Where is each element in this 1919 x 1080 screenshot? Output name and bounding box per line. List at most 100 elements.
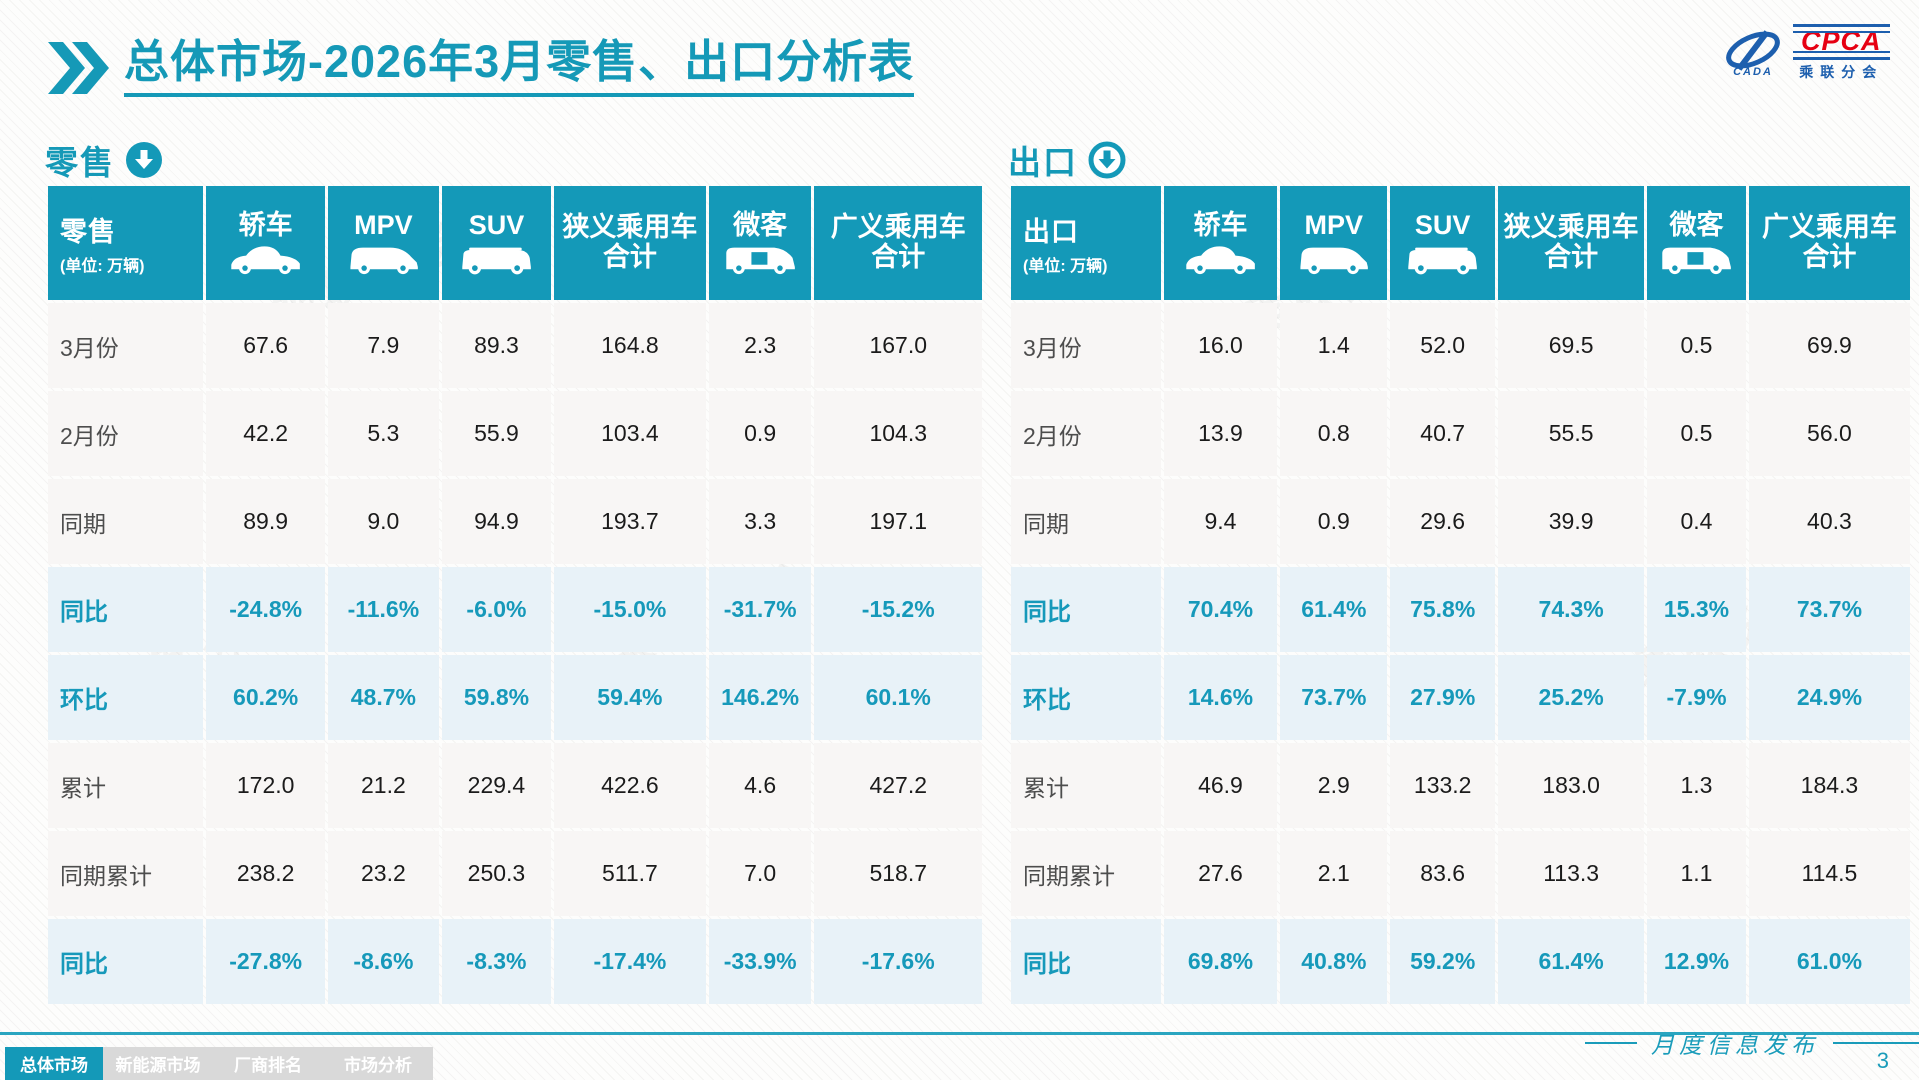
logo-chinese-name: 乘联分会 xyxy=(1799,63,1884,80)
data-cell: -33.9% xyxy=(708,919,812,1004)
column-header-label: 广义乘用车 合计 xyxy=(1761,212,1897,272)
data-cell: 104.3 xyxy=(814,391,982,476)
data-cell: 197.1 xyxy=(814,479,982,564)
row-label: 2月份 xyxy=(48,391,204,476)
footer-tab-inactive[interactable]: 厂商排名 xyxy=(213,1047,323,1080)
export-table: 出口 (单位: 万辆) 轿车 MPV SUV 狭义乘用车 合计 微客 广义乘用车 合计 3月份 1… xyxy=(1008,183,1913,1007)
data-cell: 250.3 xyxy=(441,831,552,916)
retail-table: 零售 (单位: 万辆) 轿车 MPV SUV 狭义乘用车 合计 微客 广义乘用车 合计 3月份 6… xyxy=(45,183,985,1007)
data-cell: 2.3 xyxy=(708,303,812,388)
data-cell: -6.0% xyxy=(441,567,552,652)
logo-text-block: CPCA 乘联分会 xyxy=(1793,24,1890,82)
table-row: 同比 -27.8% -8.6% -8.3% -17.4% -33.9% -17.6% xyxy=(48,919,982,1004)
table-row: 同期累计 27.6 2.1 83.6 113.3 1.1 114.5 xyxy=(1011,831,1910,916)
data-cell: 164.8 xyxy=(554,303,706,388)
row-label: 同比 xyxy=(48,567,204,652)
data-cell: 3.3 xyxy=(708,479,812,564)
double-chevron-icon xyxy=(48,42,109,94)
sedan-car-icon xyxy=(1184,243,1257,275)
data-cell: 27.9% xyxy=(1390,655,1496,740)
column-header: 广义乘用车 合计 xyxy=(1748,186,1910,300)
footer-tab-inactive[interactable]: 市场分析 xyxy=(323,1047,433,1080)
data-cell: 59.2% xyxy=(1390,919,1496,1004)
row-label: 同比 xyxy=(1011,567,1161,652)
data-cell: 0.8 xyxy=(1280,391,1388,476)
row-label: 环比 xyxy=(1011,655,1161,740)
data-cell: 167.0 xyxy=(814,303,982,388)
row-label: 同期累计 xyxy=(1011,831,1161,916)
footer-tab-inactive[interactable]: 新能源市场 xyxy=(103,1047,213,1080)
suv-car-icon xyxy=(460,243,533,275)
table-row: 3月份 16.0 1.4 52.0 69.5 0.5 69.9 xyxy=(1011,303,1910,388)
data-cell: 55.5 xyxy=(1498,391,1645,476)
data-cell: 94.9 xyxy=(441,479,552,564)
footer-tab-active[interactable]: 总体市场 xyxy=(5,1047,103,1080)
data-cell: 42.2 xyxy=(206,391,325,476)
data-cell: 103.4 xyxy=(554,391,706,476)
data-cell: 0.9 xyxy=(708,391,812,476)
row-label: 同比 xyxy=(48,919,204,1004)
data-cell: 1.1 xyxy=(1647,831,1746,916)
page-header: 总体市场-2026年3月零售、出口分析表 xyxy=(48,36,915,97)
column-header-label: MPV xyxy=(1304,209,1364,240)
row-label: 累计 xyxy=(48,743,204,828)
down-arrow-circle-filled-icon xyxy=(125,141,163,179)
data-cell: 27.6 xyxy=(1163,831,1278,916)
mpv-car-icon xyxy=(1297,243,1370,275)
column-header: SUV xyxy=(1390,186,1496,300)
data-cell: 75.8% xyxy=(1390,567,1496,652)
table-corner-header: 零售 (单位: 万辆) xyxy=(48,186,204,300)
table-row: 3月份 67.6 7.9 89.3 164.8 2.3 167.0 xyxy=(48,303,982,388)
publication-line-right xyxy=(1833,1042,1919,1044)
row-label: 同期 xyxy=(48,479,204,564)
column-header-label: SUV xyxy=(468,209,525,240)
data-cell: 61.0% xyxy=(1748,919,1910,1004)
data-cell: 1.4 xyxy=(1280,303,1388,388)
data-cell: 89.9 xyxy=(206,479,325,564)
retail-section-header: 零售 xyxy=(45,136,163,184)
data-cell: 7.0 xyxy=(708,831,812,916)
row-label: 2月份 xyxy=(1011,391,1161,476)
data-cell: -7.9% xyxy=(1647,655,1746,740)
down-arrow-circle-outline-icon xyxy=(1088,141,1126,179)
data-cell: 25.2% xyxy=(1498,655,1645,740)
data-cell: 14.6% xyxy=(1163,655,1278,740)
data-cell: 73.7% xyxy=(1748,567,1910,652)
suv-car-icon xyxy=(1406,243,1479,275)
data-cell: 13.9 xyxy=(1163,391,1278,476)
data-cell: 238.2 xyxy=(206,831,325,916)
data-cell: 0.5 xyxy=(1647,303,1746,388)
data-cell: -31.7% xyxy=(708,567,812,652)
column-header-label: SUV xyxy=(1414,209,1471,240)
corner-unit: (单位: 万辆) xyxy=(1023,258,1108,275)
data-cell: 183.0 xyxy=(1498,743,1645,828)
data-cell: 2.1 xyxy=(1280,831,1388,916)
data-cell: 40.7 xyxy=(1390,391,1496,476)
sedan-car-icon xyxy=(229,243,302,275)
data-cell: -15.2% xyxy=(814,567,982,652)
data-cell: 7.9 xyxy=(327,303,439,388)
data-cell: 69.8% xyxy=(1163,919,1278,1004)
publication-label: 月度信息发布 xyxy=(1651,1033,1819,1059)
column-header-label: 轿车 xyxy=(238,209,293,240)
data-cell: -27.8% xyxy=(206,919,325,1004)
data-cell: 46.9 xyxy=(1163,743,1278,828)
data-cell: 29.6 xyxy=(1390,479,1496,564)
data-cell: 61.4% xyxy=(1280,567,1388,652)
logo-cpca-text: CPCA xyxy=(1793,24,1890,60)
export-section-header: 出口 xyxy=(1008,136,1126,184)
table-row: 2月份 13.9 0.8 40.7 55.5 0.5 56.0 xyxy=(1011,391,1910,476)
data-cell: 70.4% xyxy=(1163,567,1278,652)
data-cell: 69.5 xyxy=(1498,303,1645,388)
data-cell: 24.9% xyxy=(1748,655,1910,740)
cpca-logo: CADA CPCA 乘联分会 xyxy=(1721,24,1890,82)
table-row: 同期 9.4 0.9 29.6 39.9 0.4 40.3 xyxy=(1011,479,1910,564)
data-cell: 40.3 xyxy=(1748,479,1910,564)
data-cell: 40.8% xyxy=(1280,919,1388,1004)
table-row: 同比 -24.8% -11.6% -6.0% -15.0% -31.7% -15.2% xyxy=(48,567,982,652)
footer-nav-tabs: 总体市场 新能源市场 厂商排名 市场分析 xyxy=(5,1047,433,1080)
data-cell: 56.0 xyxy=(1748,391,1910,476)
column-header-label: MPV xyxy=(354,209,413,240)
data-cell: 4.6 xyxy=(708,743,812,828)
